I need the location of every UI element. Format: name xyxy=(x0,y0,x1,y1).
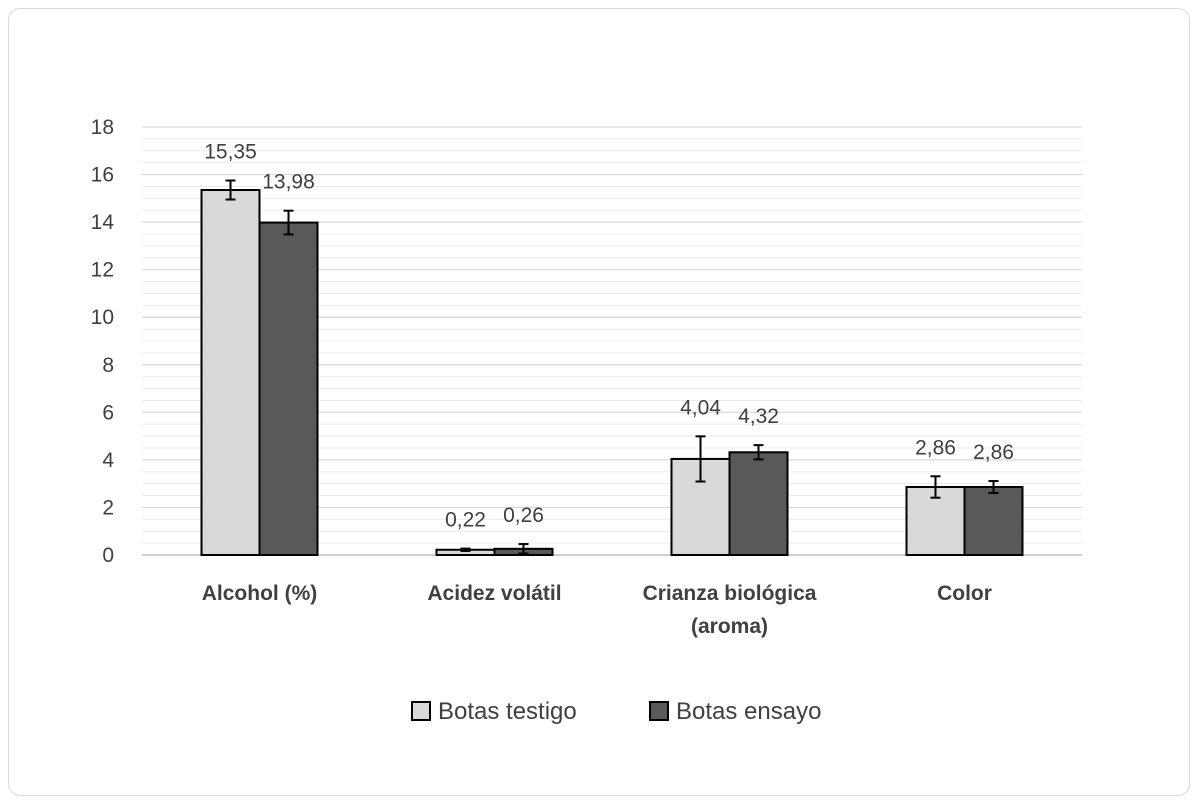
data-label: 15,35 xyxy=(204,141,257,164)
y-tick-label: 2 xyxy=(102,496,114,519)
legend: Botas testigo Botas ensayo xyxy=(411,698,821,725)
data-label: 2,86 xyxy=(973,441,1014,464)
error-bars xyxy=(225,179,999,555)
error-bar xyxy=(753,444,764,461)
legend-label: Botas ensayo xyxy=(676,698,821,725)
y-tick-label: 0 xyxy=(102,544,114,567)
error-bar xyxy=(518,543,529,555)
category-label: Color xyxy=(937,582,992,605)
y-tick-label: 10 xyxy=(91,306,114,329)
y-tick-label: 6 xyxy=(102,401,114,424)
error-bar xyxy=(460,547,471,552)
category-labels: Alcohol (%) Acidez volátil Crianza biológi… xyxy=(202,582,992,638)
error-bar xyxy=(695,435,706,483)
bars xyxy=(200,189,1024,556)
category-label: Crianza biológica xyxy=(643,582,817,605)
error-bar xyxy=(283,209,294,236)
category-label: (aroma) xyxy=(691,615,768,638)
y-tick-label: 8 xyxy=(102,354,114,377)
data-label: 0,22 xyxy=(445,509,486,532)
data-label: 4,32 xyxy=(738,405,779,428)
data-label: 2,86 xyxy=(915,436,956,459)
y-tick-label: 14 xyxy=(91,211,115,234)
bar xyxy=(200,189,261,556)
error-bar xyxy=(988,480,999,494)
bar xyxy=(258,221,319,556)
data-label: 0,26 xyxy=(503,504,544,527)
data-label: 4,04 xyxy=(680,396,721,419)
error-bar xyxy=(930,475,941,499)
y-tick-label: 18 xyxy=(91,116,114,139)
category-label: Acidez volátil xyxy=(427,582,561,605)
legend-item: Botas testigo xyxy=(411,698,577,725)
legend-item: Botas ensayo xyxy=(649,698,821,725)
legend-swatch xyxy=(649,701,669,721)
legend-swatch xyxy=(411,701,431,721)
bar xyxy=(728,451,789,556)
y-tick-label: 4 xyxy=(102,449,114,472)
y-tick-label: 12 xyxy=(91,259,114,282)
category-label: Alcohol (%) xyxy=(202,582,318,605)
y-tick-label: 16 xyxy=(91,164,114,187)
bar xyxy=(963,485,1024,556)
error-bar xyxy=(225,179,236,201)
y-axis-ticks: 0 2 4 6 8 10 12 14 16 18 xyxy=(91,116,115,567)
data-label: 13,98 xyxy=(262,171,315,194)
legend-label: Botas testigo xyxy=(438,698,577,725)
